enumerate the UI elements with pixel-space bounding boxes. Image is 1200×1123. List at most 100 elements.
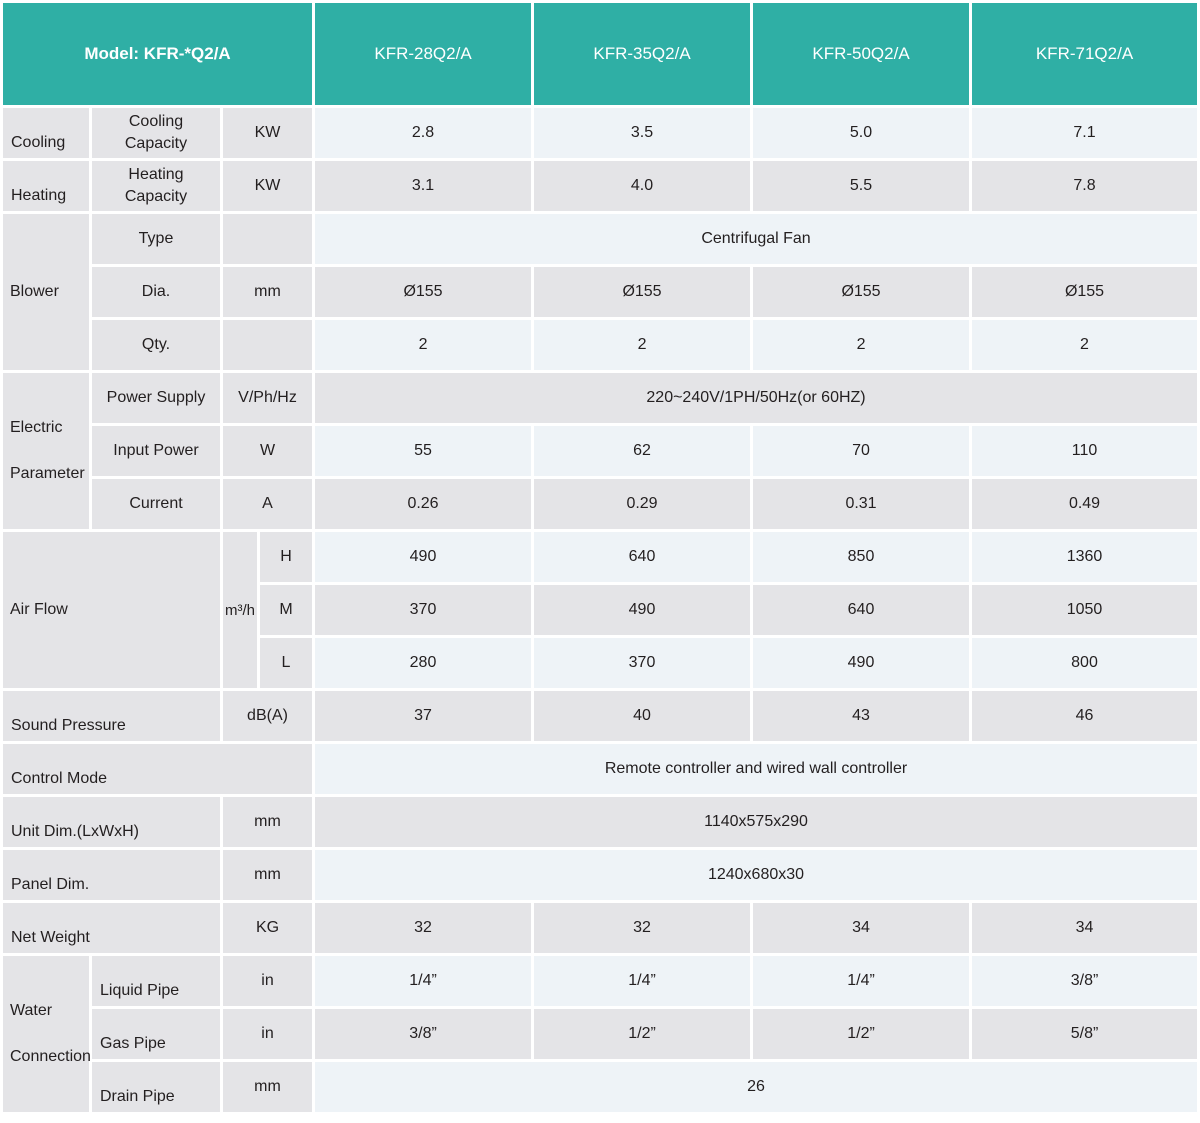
control-mode-value: Remote controller and wired wall control… — [315, 744, 1197, 794]
row-blower-type: Blower Type Centrifugal Fan — [3, 214, 1197, 370]
row-drain-pipe: Drain Pipe mm 26 — [3, 1062, 1197, 1112]
airflow-m-value-kfr71: 1050 — [972, 585, 1197, 635]
cooling-value-kfr28: 2.8 — [315, 108, 532, 158]
airflow-l-value-kfr28: 280 — [315, 638, 532, 688]
heating-value-kfr50: 5.5 — [753, 161, 970, 211]
heating-unit: KW — [223, 161, 313, 211]
column-header-kfr50: KFR-50Q2/A — [753, 3, 970, 105]
sound-pressure-value-kfr28: 37 — [315, 691, 532, 741]
airflow-l-value-kfr50: 490 — [753, 638, 970, 688]
row-net-weight: Net Weight KG 32 32 34 34 — [3, 903, 1197, 953]
gas-pipe-label: Gas Pipe — [92, 1009, 220, 1059]
blower-type-label: Type — [92, 214, 220, 264]
net-weight-value-kfr28: 32 — [315, 903, 532, 953]
blower-dia-unit: mm — [223, 267, 313, 317]
heating-category-label: Heating — [3, 161, 89, 211]
cooling-value-kfr50: 5.0 — [753, 108, 970, 158]
current-value-kfr28: 0.26 — [315, 479, 532, 529]
liquid-pipe-value-kfr71: 3/8” — [972, 956, 1197, 1006]
power-supply-label: Power Supply — [92, 373, 220, 423]
cooling-value-kfr71: 7.1 — [972, 108, 1197, 158]
airflow-l-label: L — [260, 638, 313, 688]
sound-pressure-label: Sound Pressure — [3, 691, 220, 741]
electric-category-label: Electric Parameter — [3, 373, 89, 529]
liquid-pipe-unit: in — [223, 956, 313, 1006]
heating-value-kfr28: 3.1 — [315, 161, 532, 211]
model-header: Model: KFR-*Q2/A — [3, 3, 313, 105]
airflow-h-value-kfr35: 640 — [534, 532, 751, 582]
net-weight-label: Net Weight — [3, 903, 220, 953]
water-category-label: Water Connection — [3, 956, 91, 1112]
sound-pressure-value-kfr35: 40 — [534, 691, 751, 741]
gas-pipe-value-kfr71: 5/8” — [972, 1009, 1197, 1059]
input-power-value-kfr35: 62 — [534, 426, 751, 476]
heating-capacity-label: Heating Capacity — [92, 161, 220, 211]
heating-value-kfr71: 7.8 — [972, 161, 1197, 211]
drain-pipe-unit: mm — [223, 1062, 313, 1112]
current-label: Current — [92, 479, 220, 529]
airflow-m-value-kfr35: 490 — [534, 585, 751, 635]
column-header-kfr71: KFR-71Q2/A — [972, 3, 1197, 105]
row-liquid-pipe: Water Connection Liquid Pipe in 1/4” 1/4… — [3, 956, 1197, 1112]
row-input-power: Input Power W 55 62 70 110 — [3, 426, 1197, 476]
gas-pipe-value-kfr28: 3/8” — [315, 1009, 532, 1059]
airflow-l-value-kfr71: 800 — [972, 638, 1197, 688]
row-airflow-l: L 280 370 490 800 — [3, 638, 1197, 688]
drain-pipe-value: 26 — [315, 1062, 1197, 1112]
gas-pipe-unit: in — [223, 1009, 313, 1059]
cooling-capacity-label: Cooling Capacity — [92, 108, 220, 158]
blower-qty-value-kfr50: 2 — [753, 320, 970, 370]
row-current: Current A 0.26 0.29 0.31 0.49 — [3, 479, 1197, 529]
airflow-h-label: H — [260, 532, 313, 582]
blower-dia-value-kfr50: Ø155 — [753, 267, 970, 317]
liquid-pipe-label: Liquid Pipe — [92, 956, 220, 1006]
blower-dia-value-kfr71: Ø155 — [972, 267, 1197, 317]
blower-dia-value-kfr35: Ø155 — [534, 267, 751, 317]
blower-type-unit — [223, 214, 313, 264]
blower-dia-label: Dia. — [92, 267, 220, 317]
current-value-kfr50: 0.31 — [753, 479, 970, 529]
blower-qty-label: Qty. — [92, 320, 220, 370]
panel-dim-label: Panel Dim. — [3, 850, 220, 900]
blower-type-value: Centrifugal Fan — [315, 214, 1197, 264]
liquid-pipe-value-kfr50: 1/4” — [753, 956, 970, 1006]
row-unit-dim: Unit Dim.(LxWxH) mm 1140x575x290 — [3, 797, 1197, 847]
cooling-unit: KW — [223, 108, 313, 158]
net-weight-value-kfr35: 32 — [534, 903, 751, 953]
airflow-h-value-kfr28: 490 — [315, 532, 532, 582]
blower-qty-value-kfr35: 2 — [534, 320, 751, 370]
row-blower-dia: Dia. mm Ø155 Ø155 Ø155 Ø155 — [3, 267, 1197, 317]
input-power-unit: W — [223, 426, 313, 476]
net-weight-value-kfr71: 34 — [972, 903, 1197, 953]
current-value-kfr35: 0.29 — [534, 479, 751, 529]
airflow-category-label: Air Flow — [3, 532, 220, 688]
row-power-supply: Electric Parameter Power Supply V/Ph/Hz … — [3, 373, 1197, 529]
row-cooling: Cooling Cooling Capacity KW 2.8 3.5 5.0 … — [3, 108, 1197, 158]
input-power-value-kfr50: 70 — [753, 426, 970, 476]
header-row: Model: KFR-*Q2/A KFR-28Q2/A KFR-35Q2/A K… — [3, 3, 1197, 105]
sound-pressure-value-kfr71: 46 — [972, 691, 1197, 741]
airflow-h-value-kfr71: 1360 — [972, 532, 1197, 582]
blower-qty-value-kfr28: 2 — [315, 320, 532, 370]
liquid-pipe-value-kfr28: 1/4” — [315, 956, 532, 1006]
column-header-kfr28: KFR-28Q2/A — [315, 3, 532, 105]
row-blower-qty: Qty. 2 2 2 2 — [3, 320, 1197, 370]
panel-dim-value: 1240x680x30 — [315, 850, 1197, 900]
column-header-kfr35: KFR-35Q2/A — [534, 3, 751, 105]
unit-dim-label: Unit Dim.(LxWxH) — [3, 797, 220, 847]
airflow-m-value-kfr28: 370 — [315, 585, 532, 635]
panel-dim-unit: mm — [223, 850, 313, 900]
airflow-m-label: M — [260, 585, 313, 635]
liquid-pipe-value-kfr35: 1/4” — [534, 956, 751, 1006]
input-power-value-kfr71: 110 — [972, 426, 1197, 476]
unit-dim-unit: mm — [223, 797, 313, 847]
airflow-m-value-kfr50: 640 — [753, 585, 970, 635]
sound-pressure-unit: dB(A) — [223, 691, 313, 741]
net-weight-unit: KG — [223, 903, 313, 953]
blower-qty-unit — [223, 320, 313, 370]
row-sound-pressure: Sound Pressure dB(A) 37 40 43 46 — [3, 691, 1197, 741]
gas-pipe-value-kfr35: 1/2” — [534, 1009, 751, 1059]
row-panel-dim: Panel Dim. mm 1240x680x30 — [3, 850, 1197, 900]
airflow-unit: m³/h — [223, 532, 257, 688]
blower-qty-value-kfr71: 2 — [972, 320, 1197, 370]
